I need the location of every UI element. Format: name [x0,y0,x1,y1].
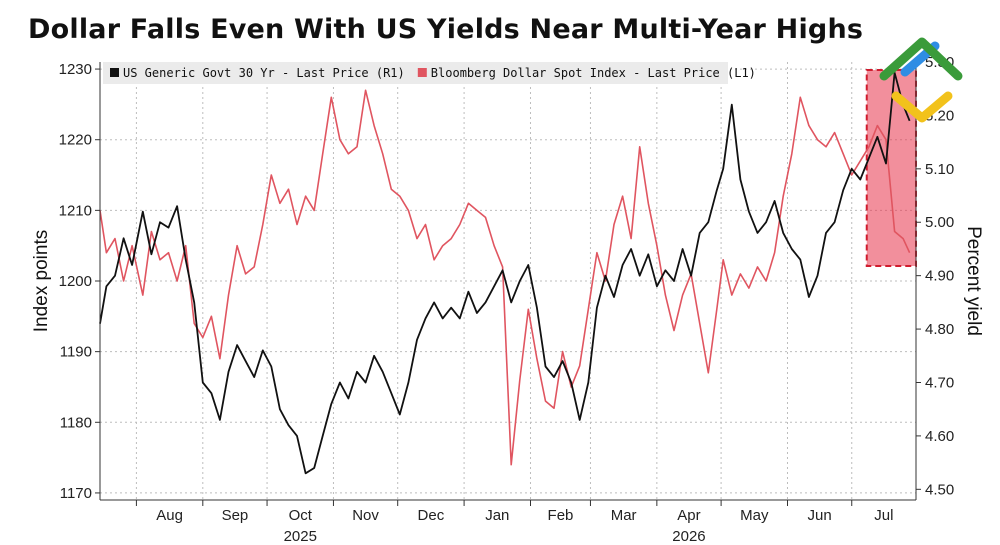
gridlines [100,62,916,500]
right-tick-label: 5.00 [925,214,954,231]
left-tick-label: 1200 [59,273,92,290]
x-tick-label: Apr [677,507,700,524]
left-tick-label: 1220 [59,132,92,149]
legend-label: Bloomberg Dollar Spot Index - Last Price… [431,66,756,80]
legend-label: US Generic Govt 30 Yr - Last Price (R1) [123,66,405,80]
right-tick-label: 4.60 [925,428,954,445]
axes [95,61,921,506]
legend-swatch [417,68,427,77]
x-tick-label: Nov [352,507,379,524]
legend-box [103,62,728,84]
x-tick-label: May [740,507,769,524]
left-axis-title: Index points [31,230,52,332]
year-label: 2025 [284,528,317,545]
left-tick-label: 1210 [59,202,92,219]
brand-logo-icon [879,37,963,123]
chart-title: Dollar Falls Even With US Yields Near Mu… [28,14,864,45]
x-tick-label: Aug [156,507,183,524]
x-tick-label: Feb [548,507,574,524]
series-lines [99,71,911,475]
left-tick-label: 1190 [60,344,92,361]
right-tick-label: 4.50 [925,481,954,498]
right-tick-label: 4.70 [925,374,954,391]
legend: US Generic Govt 30 Yr - Last Price (R1) B… [103,62,756,84]
x-tick-label: Jun [808,507,832,524]
x-tick-label: Oct [289,507,313,524]
right-tick-label: 5.10 [925,161,954,178]
right-axis-title: Percent yield [963,226,984,336]
dollar-index-line [99,89,911,466]
x-tick-label: Mar [611,507,637,524]
left-tick-label: 1180 [60,414,92,431]
yield-30yr-line [99,71,911,475]
x-tick-label: Dec [418,507,445,524]
x-tick-label: Jul [874,507,893,524]
legend-swatch [110,68,119,77]
tick-labels: 1170 1180 1190 1200 1210 1220 1230 4.50 4.60 4.70… [31,54,984,545]
right-tick-label: 4.80 [925,321,954,338]
year-label: 2026 [672,528,705,545]
left-tick-label: 1230 [59,61,92,78]
left-tick-label: 1170 [60,485,92,502]
x-tick-label: Jan [485,507,509,524]
right-tick-label: 4.90 [925,268,954,285]
x-tick-label: Sep [222,507,249,524]
